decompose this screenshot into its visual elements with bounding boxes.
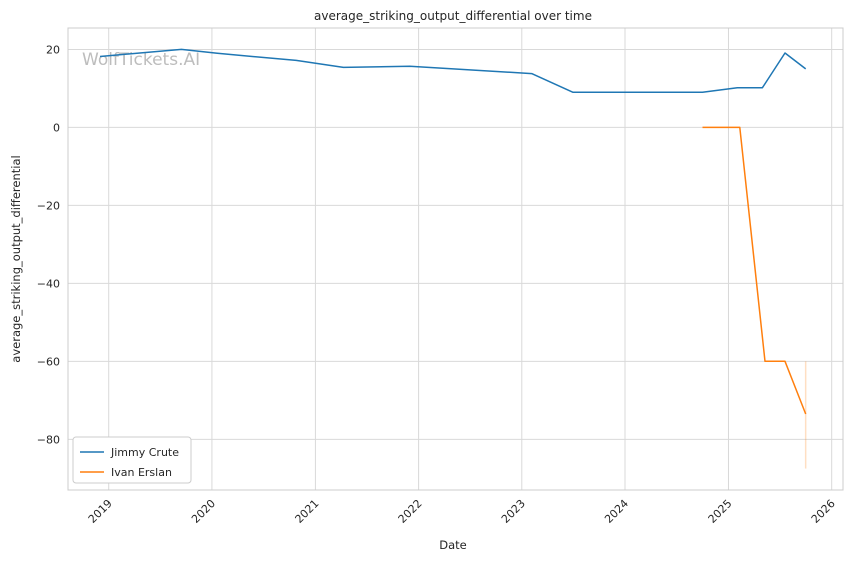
y-axis-label: average_striking_output_differential: [9, 155, 23, 362]
x-tick-label: 2022: [396, 497, 425, 526]
y-tick-label: −60: [37, 355, 60, 368]
x-tick-label: 2019: [86, 497, 115, 526]
x-axis-label: Date: [439, 538, 467, 552]
y-tick-label: −40: [37, 277, 60, 290]
chart-title: average_striking_output_differential ove…: [314, 9, 592, 23]
y-tick-label: −80: [37, 433, 60, 446]
plot-area-frame: [67, 27, 844, 491]
series-line-ivan-erslan: [702, 126, 807, 415]
series-lines: [99, 48, 807, 469]
grid-lines: [68, 28, 843, 490]
legend: Jimmy Crute Ivan Erslan: [72, 436, 192, 484]
x-tick-label: 2025: [706, 497, 735, 526]
x-tick-label: 2026: [809, 497, 838, 526]
legend-label-ivan-erslan: Ivan Erslan: [111, 466, 172, 479]
series-line-jimmy-crute: [99, 48, 807, 94]
y-tick-label: 20: [46, 43, 60, 56]
y-tick-labels: 20 0 −20 −40 −60 −80: [37, 43, 60, 446]
x-tick-label: 2024: [602, 497, 631, 526]
x-tick-labels: 2019 2020 2021 2022 2023 2024 2025 2026: [86, 497, 838, 526]
x-tick-label: 2020: [189, 497, 218, 526]
y-tick-label: 0: [53, 121, 60, 134]
x-tick-label: 2021: [293, 497, 322, 526]
x-tick-label: 2023: [499, 497, 528, 526]
y-tick-label: −20: [37, 199, 60, 212]
legend-label-jimmy-crute: Jimmy Crute: [110, 446, 179, 459]
